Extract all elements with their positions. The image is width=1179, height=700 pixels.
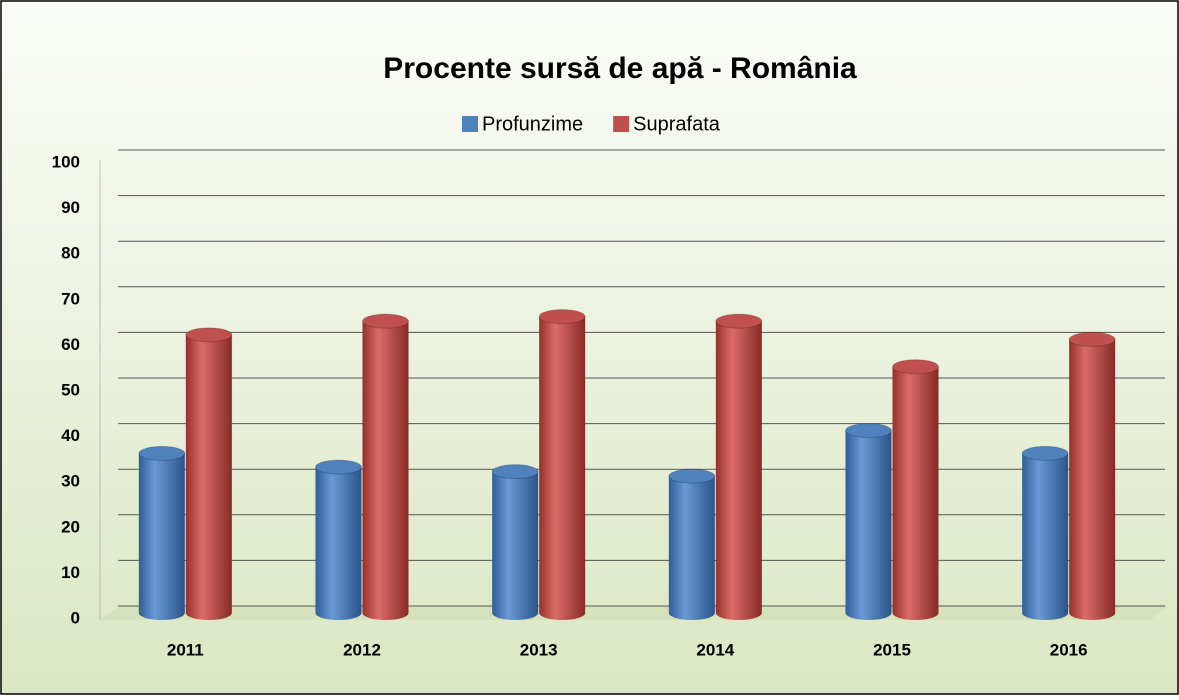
x-tick-label: 2013	[520, 640, 558, 659]
bar-base	[186, 606, 232, 620]
bar-top	[363, 314, 409, 328]
bar-top	[716, 314, 762, 328]
y-tick-label: 10	[61, 563, 80, 582]
bar-top	[186, 328, 232, 342]
bar-base	[539, 606, 585, 620]
bar-base	[893, 606, 939, 620]
y-tick-label: 70	[61, 289, 80, 308]
x-tick-label: 2015	[873, 640, 911, 659]
y-tick-label: 60	[61, 335, 80, 354]
bar-top	[893, 360, 939, 374]
bar-base	[846, 606, 892, 620]
y-tick-label: 40	[61, 426, 80, 445]
bar-base	[669, 606, 715, 620]
bar	[716, 321, 762, 613]
chart: Procente sursă de apă - România 0 10 20 30 4…	[0, 0, 1179, 695]
bar	[669, 476, 715, 613]
y-tick-label: 20	[61, 517, 80, 536]
legend-label: Suprafata	[633, 113, 721, 135]
bar-base	[1022, 606, 1068, 620]
bar	[363, 321, 409, 613]
y-tick-label: 80	[61, 244, 80, 263]
bar	[539, 317, 585, 613]
y-tick-label: 100	[52, 152, 80, 171]
chart-title: Procente sursă de apă - România	[383, 52, 857, 85]
bar-base	[492, 606, 538, 620]
x-tick-label: 2016	[1050, 640, 1088, 659]
y-tick-label: 50	[61, 380, 80, 399]
bar-base	[316, 606, 362, 620]
bar-base	[363, 606, 409, 620]
bar	[139, 453, 185, 613]
bar	[316, 467, 362, 613]
legend-label: Profunzime	[482, 113, 583, 135]
bar	[1069, 339, 1115, 613]
bar	[492, 472, 538, 613]
bar-top	[139, 446, 185, 460]
y-tick-label: 90	[61, 198, 80, 217]
bar-base	[1069, 606, 1115, 620]
bar-base	[139, 606, 185, 620]
bar	[846, 431, 892, 613]
bar-top	[1069, 332, 1115, 346]
bar-top	[669, 469, 715, 483]
floor	[100, 606, 1168, 620]
y-tick-label: 30	[61, 472, 80, 491]
x-tick-label: 2011	[167, 640, 204, 659]
y-tick-label: 0	[71, 608, 80, 627]
bar	[893, 367, 939, 613]
x-tick-label: 2012	[343, 640, 381, 659]
bar-top	[846, 424, 892, 438]
legend-swatch	[613, 116, 629, 132]
bar	[186, 335, 232, 613]
x-tick-label: 2014	[696, 640, 734, 659]
bar-base	[716, 606, 762, 620]
bar-top	[316, 460, 362, 474]
bar-top	[1022, 446, 1068, 460]
bar	[1022, 453, 1068, 613]
bar-top	[492, 465, 538, 479]
bar-top	[539, 310, 585, 324]
legend-swatch	[462, 116, 478, 132]
